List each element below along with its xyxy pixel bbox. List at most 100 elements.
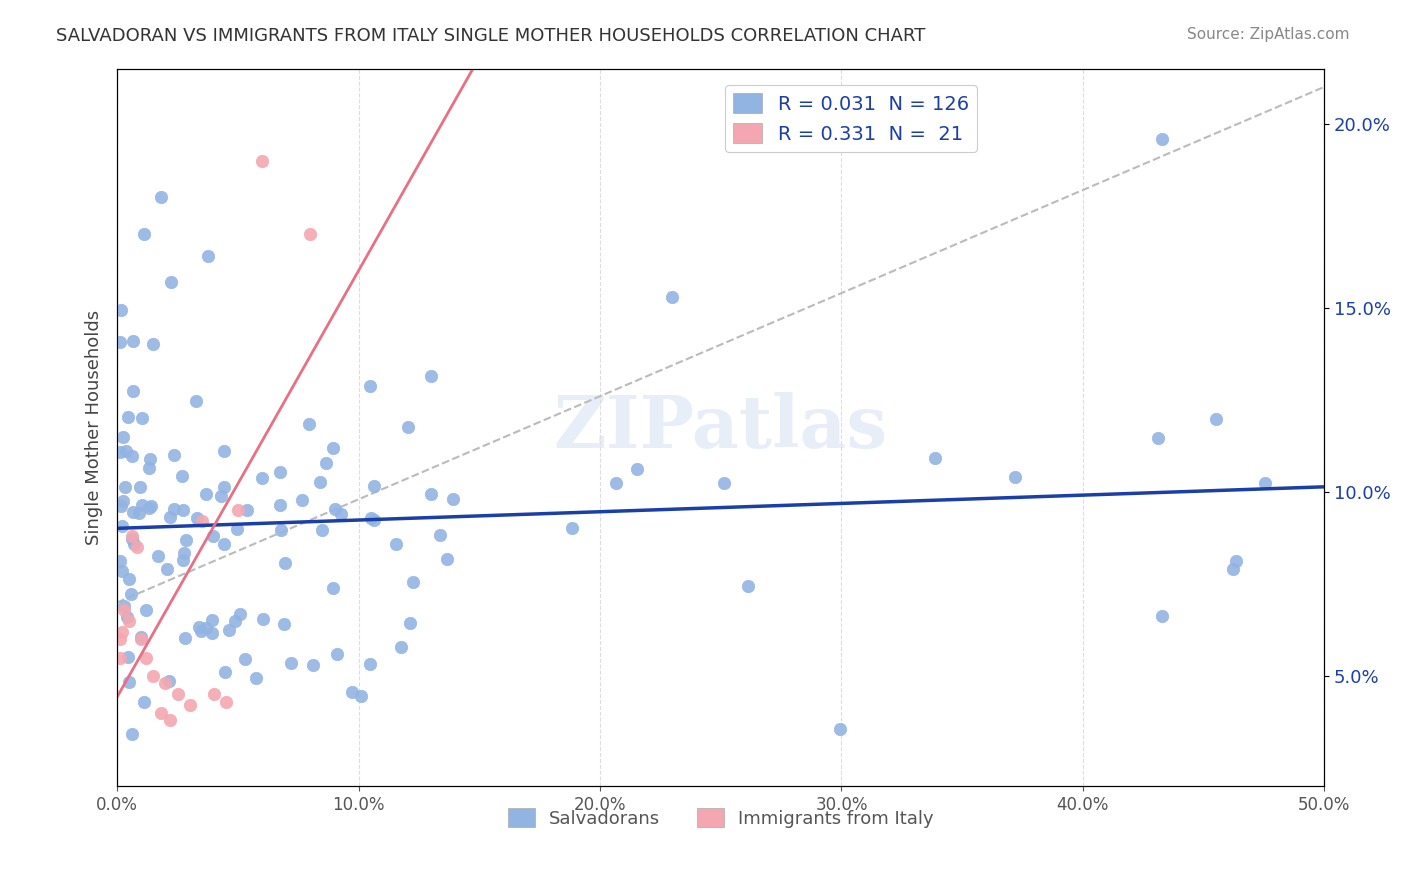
Point bbox=[359, 657, 381, 671]
Point bbox=[214, 665, 236, 680]
Point bbox=[429, 528, 451, 542]
Point bbox=[159, 713, 181, 727]
Point bbox=[201, 528, 224, 542]
Point bbox=[160, 275, 183, 289]
Point bbox=[201, 613, 224, 627]
Point bbox=[142, 336, 165, 351]
Point bbox=[326, 647, 349, 661]
Text: Source: ZipAtlas.com: Source: ZipAtlas.com bbox=[1187, 27, 1350, 42]
Point bbox=[121, 532, 143, 546]
Point bbox=[215, 695, 238, 709]
Point bbox=[172, 553, 194, 567]
Point bbox=[190, 624, 212, 638]
Point bbox=[120, 587, 142, 601]
Point bbox=[108, 445, 131, 459]
Point bbox=[202, 688, 225, 702]
Point bbox=[291, 493, 314, 508]
Point bbox=[190, 515, 212, 529]
Point bbox=[363, 479, 385, 493]
Point bbox=[330, 507, 353, 521]
Point bbox=[112, 599, 135, 614]
Point bbox=[146, 549, 169, 563]
Point bbox=[184, 394, 207, 409]
Text: ZIPatlas: ZIPatlas bbox=[554, 392, 887, 463]
Point bbox=[172, 468, 194, 483]
Point bbox=[179, 698, 201, 713]
Point bbox=[309, 475, 332, 490]
Point bbox=[315, 456, 337, 470]
Point bbox=[350, 689, 373, 703]
Point bbox=[233, 652, 256, 666]
Point bbox=[118, 675, 141, 690]
Point bbox=[297, 417, 319, 432]
Point bbox=[214, 480, 236, 494]
Point bbox=[111, 430, 134, 444]
Point bbox=[155, 676, 177, 690]
Point bbox=[139, 451, 162, 466]
Point bbox=[114, 603, 136, 617]
Point bbox=[128, 506, 150, 520]
Point bbox=[122, 384, 145, 399]
Point bbox=[342, 685, 364, 699]
Point bbox=[150, 190, 173, 204]
Point bbox=[186, 511, 208, 525]
Point bbox=[110, 565, 132, 579]
Point bbox=[323, 502, 346, 516]
Point bbox=[214, 444, 236, 458]
Point bbox=[129, 480, 152, 494]
Point bbox=[163, 448, 186, 462]
Point bbox=[111, 494, 134, 508]
Point bbox=[1225, 553, 1247, 567]
Point bbox=[269, 465, 291, 479]
Point bbox=[212, 537, 235, 551]
Point bbox=[1152, 132, 1174, 146]
Point bbox=[117, 649, 139, 664]
Point bbox=[360, 511, 382, 525]
Point bbox=[420, 369, 443, 384]
Point bbox=[924, 450, 946, 465]
Point bbox=[228, 607, 250, 621]
Point bbox=[108, 650, 131, 665]
Point bbox=[359, 379, 381, 393]
Point bbox=[399, 616, 422, 631]
Point bbox=[441, 492, 464, 507]
Point bbox=[141, 499, 163, 513]
Point bbox=[436, 552, 458, 566]
Point bbox=[115, 610, 138, 624]
Point bbox=[1222, 561, 1244, 575]
Point bbox=[195, 621, 218, 635]
Point bbox=[224, 614, 246, 628]
Point bbox=[108, 554, 131, 568]
Point bbox=[138, 500, 160, 515]
Point bbox=[252, 612, 274, 626]
Point bbox=[121, 449, 143, 463]
Point bbox=[235, 502, 257, 516]
Point bbox=[273, 617, 295, 632]
Point bbox=[389, 640, 412, 654]
Y-axis label: Single Mother Households: Single Mother Households bbox=[86, 310, 103, 545]
Point bbox=[131, 411, 153, 425]
Point bbox=[1254, 475, 1277, 490]
Point bbox=[201, 625, 224, 640]
Point bbox=[218, 623, 240, 637]
Point bbox=[274, 557, 297, 571]
Point bbox=[118, 614, 141, 628]
Point bbox=[121, 529, 143, 543]
Point bbox=[187, 620, 209, 634]
Point bbox=[124, 537, 146, 551]
Point bbox=[166, 688, 188, 702]
Point bbox=[737, 579, 759, 593]
Point bbox=[122, 334, 145, 348]
Point bbox=[174, 632, 197, 646]
Point bbox=[250, 471, 273, 485]
Point bbox=[363, 513, 385, 527]
Point bbox=[1205, 412, 1227, 426]
Point bbox=[122, 505, 145, 519]
Point bbox=[385, 536, 408, 550]
Point bbox=[209, 489, 232, 503]
Point bbox=[398, 420, 420, 434]
Point bbox=[226, 503, 249, 517]
Point bbox=[111, 519, 134, 533]
Point bbox=[138, 461, 160, 475]
Point bbox=[322, 441, 344, 455]
